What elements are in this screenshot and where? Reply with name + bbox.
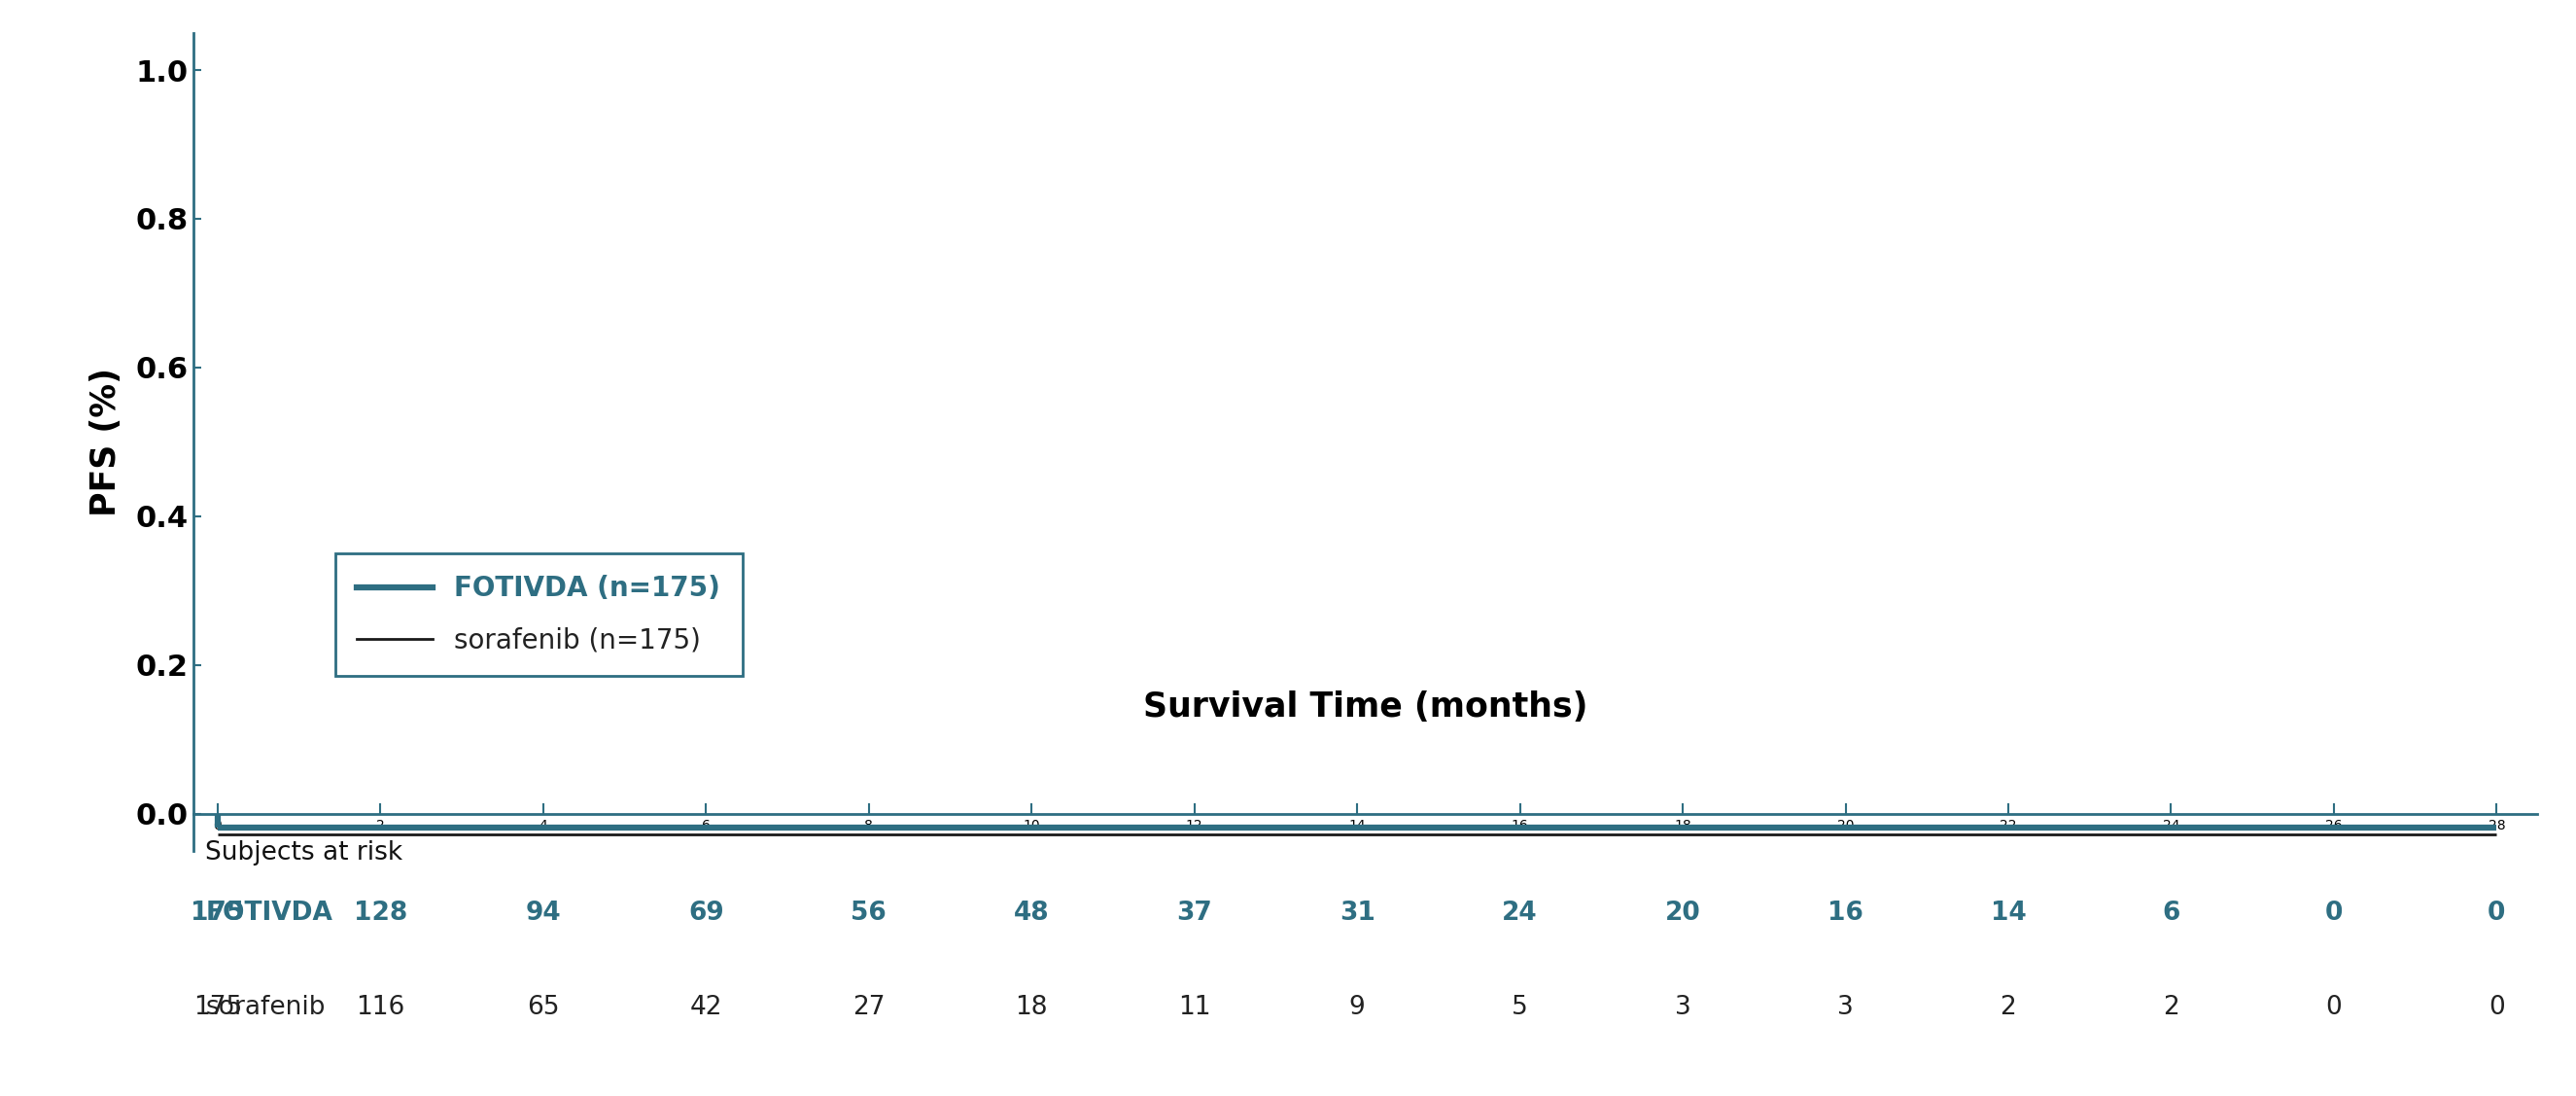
Text: 128: 128 (353, 901, 407, 926)
Text: 0: 0 (2488, 994, 2504, 1019)
Text: 14: 14 (1991, 901, 2027, 926)
Text: 20: 20 (1664, 901, 1700, 926)
Text: 2: 2 (1999, 994, 2017, 1019)
Text: 175: 175 (193, 994, 242, 1019)
Text: 37: 37 (1177, 901, 1213, 926)
Text: 65: 65 (528, 994, 559, 1019)
Text: 16: 16 (1826, 901, 1862, 926)
Text: FOTIVDA: FOTIVDA (206, 901, 332, 926)
Text: Survival Time (months): Survival Time (months) (1144, 690, 1587, 723)
Text: 5: 5 (1512, 994, 1528, 1019)
Y-axis label: PFS (%): PFS (%) (90, 367, 124, 516)
Text: sorafenib: sorafenib (206, 994, 325, 1019)
Text: 42: 42 (690, 994, 721, 1019)
Text: Subjects at risk: Subjects at risk (206, 840, 402, 865)
Text: 18: 18 (1015, 994, 1048, 1019)
Text: 0: 0 (2326, 994, 2342, 1019)
Text: 56: 56 (850, 901, 886, 926)
Text: 27: 27 (853, 994, 886, 1019)
Legend: FOTIVDA (n=175), sorafenib (n=175): FOTIVDA (n=175), sorafenib (n=175) (335, 553, 742, 675)
Text: 24: 24 (1502, 901, 1538, 926)
Text: 6: 6 (2161, 901, 2179, 926)
Text: 2: 2 (2164, 994, 2179, 1019)
Text: 48: 48 (1015, 901, 1048, 926)
Text: 116: 116 (355, 994, 404, 1019)
Text: 9: 9 (1350, 994, 1365, 1019)
Text: 0: 0 (2326, 901, 2342, 926)
Text: 11: 11 (1177, 994, 1211, 1019)
Text: 3: 3 (1674, 994, 1690, 1019)
Text: 69: 69 (688, 901, 724, 926)
Text: 0: 0 (2488, 901, 2506, 926)
Text: 175: 175 (191, 901, 245, 926)
Text: 94: 94 (526, 901, 562, 926)
Text: 31: 31 (1340, 901, 1376, 926)
Text: 3: 3 (1837, 994, 1855, 1019)
